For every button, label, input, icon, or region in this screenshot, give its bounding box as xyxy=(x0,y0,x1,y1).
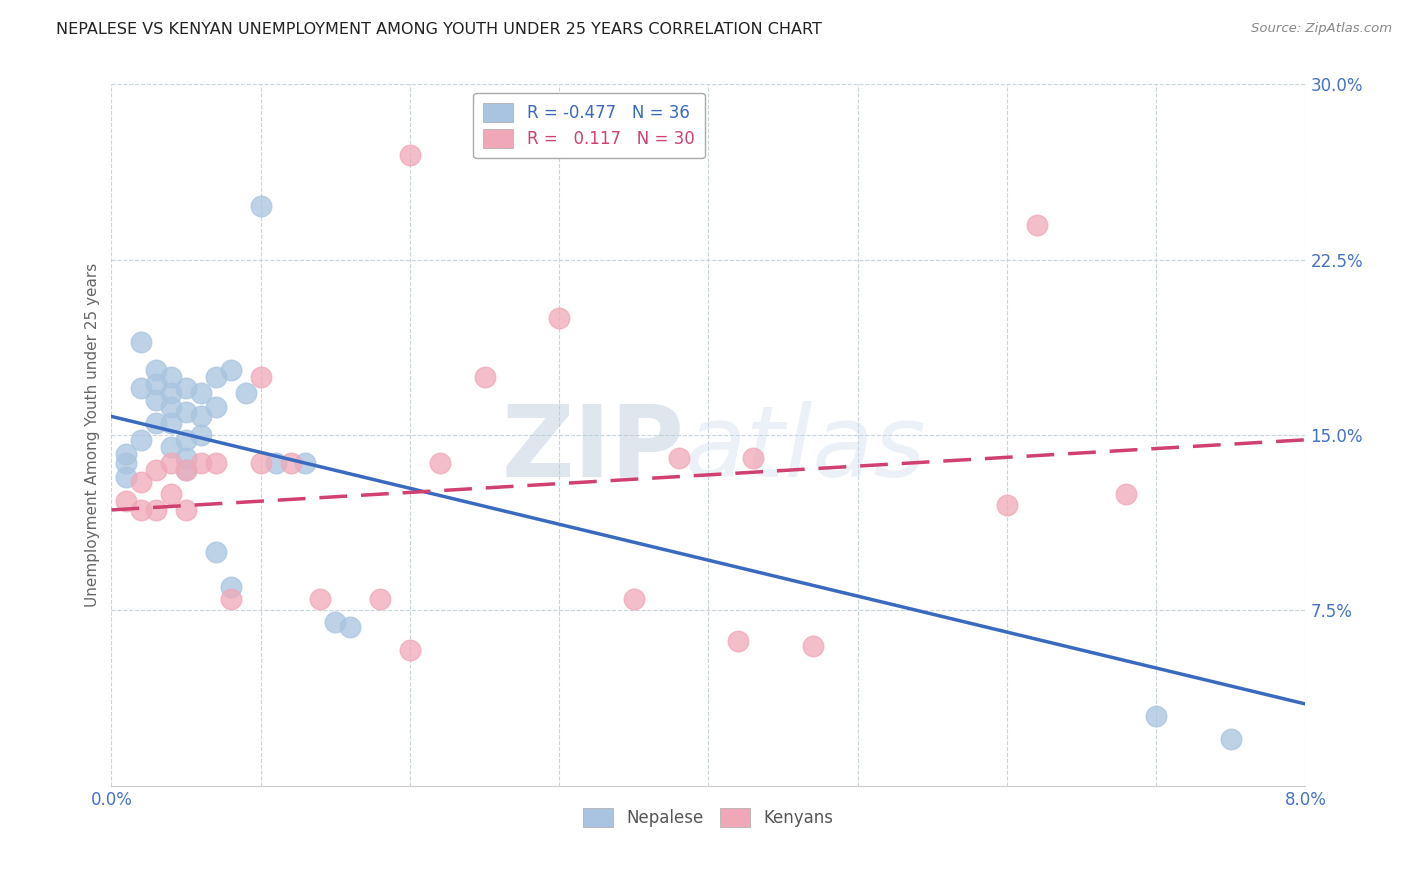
Point xyxy=(742,451,765,466)
Point xyxy=(160,440,183,454)
Point xyxy=(368,591,391,606)
Point xyxy=(145,463,167,477)
Point xyxy=(399,643,422,657)
Point xyxy=(145,503,167,517)
Text: atlas: atlas xyxy=(685,401,927,498)
Point xyxy=(174,433,197,447)
Point xyxy=(115,470,138,484)
Point xyxy=(129,475,152,489)
Legend: Nepalese, Kenyans: Nepalese, Kenyans xyxy=(576,801,841,833)
Point xyxy=(145,376,167,391)
Point xyxy=(249,369,271,384)
Point xyxy=(115,447,138,461)
Point xyxy=(160,417,183,431)
Point xyxy=(129,503,152,517)
Point xyxy=(160,456,183,470)
Point xyxy=(129,433,152,447)
Point xyxy=(668,451,690,466)
Point xyxy=(205,545,228,559)
Point xyxy=(323,615,346,629)
Text: NEPALESE VS KENYAN UNEMPLOYMENT AMONG YOUTH UNDER 25 YEARS CORRELATION CHART: NEPALESE VS KENYAN UNEMPLOYMENT AMONG YO… xyxy=(56,22,823,37)
Point xyxy=(115,456,138,470)
Point xyxy=(995,498,1018,512)
Point xyxy=(190,428,212,442)
Point xyxy=(145,417,167,431)
Point xyxy=(129,381,152,395)
Point xyxy=(145,392,167,407)
Point xyxy=(727,633,749,648)
Point xyxy=(205,400,228,414)
Point xyxy=(801,639,824,653)
Text: ZIP: ZIP xyxy=(502,401,685,498)
Point xyxy=(174,503,197,517)
Point xyxy=(129,334,152,349)
Point xyxy=(1115,486,1137,500)
Point xyxy=(235,386,257,401)
Point xyxy=(115,493,138,508)
Point xyxy=(249,199,271,213)
Point xyxy=(548,311,571,326)
Point xyxy=(219,591,242,606)
Point xyxy=(160,400,183,414)
Point xyxy=(160,386,183,401)
Point xyxy=(174,405,197,419)
Point xyxy=(623,591,645,606)
Point xyxy=(1219,732,1241,747)
Point xyxy=(174,381,197,395)
Point xyxy=(399,147,422,161)
Point xyxy=(249,456,271,470)
Point xyxy=(174,463,197,477)
Point xyxy=(160,486,183,500)
Point xyxy=(174,463,197,477)
Y-axis label: Unemployment Among Youth under 25 years: Unemployment Among Youth under 25 years xyxy=(86,263,100,607)
Point xyxy=(1144,708,1167,723)
Point xyxy=(294,456,316,470)
Point xyxy=(190,409,212,424)
Text: Source: ZipAtlas.com: Source: ZipAtlas.com xyxy=(1251,22,1392,36)
Point xyxy=(219,580,242,594)
Point xyxy=(1025,218,1047,232)
Point xyxy=(205,456,228,470)
Point xyxy=(339,620,361,634)
Point xyxy=(309,591,332,606)
Point xyxy=(174,451,197,466)
Point xyxy=(190,456,212,470)
Point xyxy=(205,369,228,384)
Point xyxy=(160,369,183,384)
Point xyxy=(429,456,451,470)
Point xyxy=(219,362,242,376)
Point xyxy=(190,386,212,401)
Point xyxy=(264,456,287,470)
Point xyxy=(280,456,302,470)
Point xyxy=(474,369,496,384)
Point xyxy=(145,362,167,376)
